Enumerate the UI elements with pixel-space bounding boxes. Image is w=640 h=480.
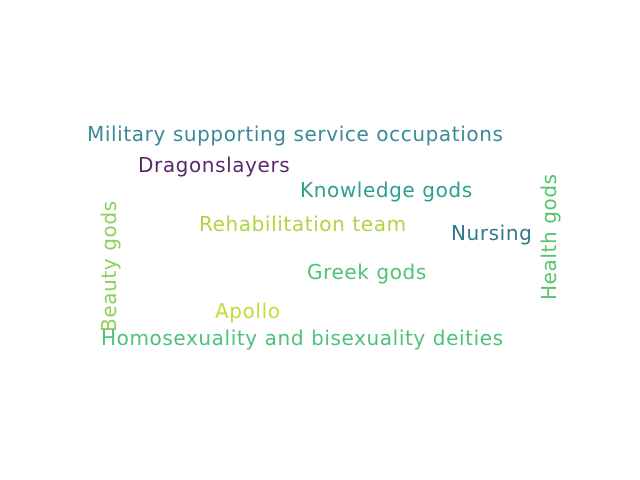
word-health-gods: Health gods — [537, 173, 561, 300]
word-apollo: Apollo — [215, 299, 281, 323]
word-greek-gods: Greek gods — [307, 260, 427, 284]
word-homosexuality-and-bisexuality-deities: Homosexuality and bisexuality deities — [101, 326, 504, 350]
word-rehabilitation-team: Rehabilitation team — [199, 212, 407, 236]
word-beauty-gods: Beauty gods — [97, 200, 121, 332]
word-dragonslayers: Dragonslayers — [138, 153, 291, 177]
word-knowledge-gods: Knowledge gods — [300, 178, 473, 202]
word-military-supporting-service-occupations: Military supporting service occupations — [87, 122, 504, 146]
word-nursing: Nursing — [451, 221, 533, 245]
